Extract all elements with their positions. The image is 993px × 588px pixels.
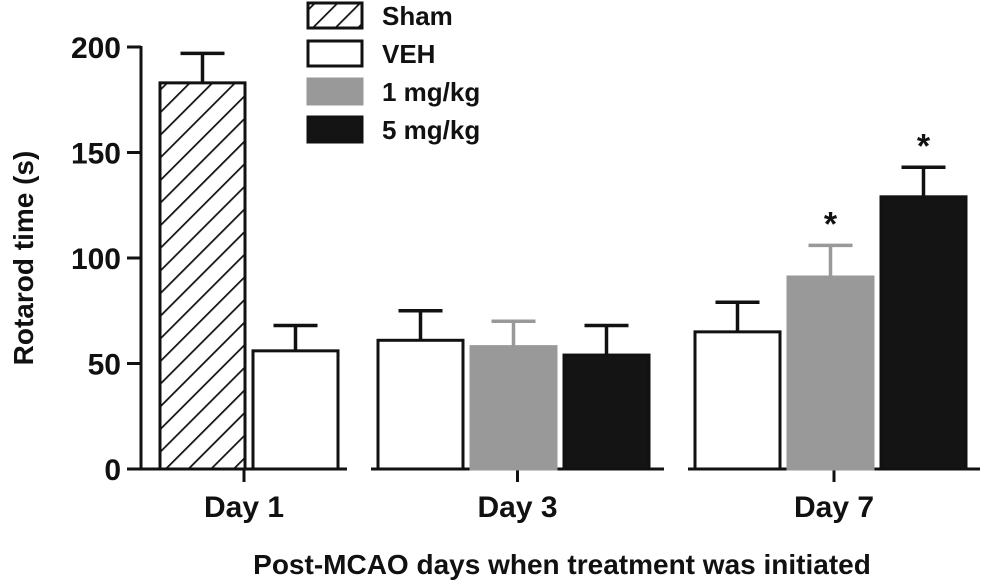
bar-day-7-5-mg-kg — [879, 195, 968, 471]
bar-day-3-5-mg-kg — [562, 353, 651, 471]
bar-day-1-veh — [251, 349, 340, 471]
labels-layer: Rotarod time (s) Day 1 Day 3 Day 7 * * Post-MC… — [8, 127, 931, 580]
y-axis-title: Rotarod time (s) — [8, 151, 39, 366]
x-axis-title: Post-MCAO days when treatment was initia… — [253, 549, 871, 580]
bar-day-3-1-mg-kg — [469, 345, 558, 471]
legend-swatch-5-mg-kg — [306, 115, 364, 144]
y-tick-label-200: 200 — [71, 32, 121, 65]
legend-swatch-1-mg-kg — [306, 77, 364, 106]
legend-label-veh: VEH — [382, 39, 435, 69]
bar-day-1-sham — [158, 81, 247, 471]
y-tick-label-100: 100 — [71, 243, 121, 276]
bar-day-7-1-mg-kg — [786, 275, 875, 471]
legend: Sham VEH 1 mg/kg 5 mg/kg — [306, 1, 480, 145]
bars-layer — [158, 51, 968, 471]
y-tick-label-150: 150 — [71, 138, 121, 171]
x-tick-label-day-3: Day 3 — [477, 491, 557, 524]
x-tick-label-day-1: Day 1 — [204, 491, 284, 524]
legend-swatch-veh — [306, 39, 364, 68]
significance-marker-day-7-1-mg-kg: * — [824, 205, 838, 243]
significance-marker-day-7-5-mg-kg: * — [917, 127, 931, 165]
y-tick-label-50: 50 — [88, 349, 121, 382]
legend-label-1-mg-kg: 1 mg/kg — [382, 77, 480, 107]
legend-label-sham: Sham — [382, 1, 453, 31]
y-tick-label-0: 0 — [104, 454, 121, 487]
x-tick-label-day-7: Day 7 — [794, 491, 874, 524]
bar-day-7-veh — [693, 330, 782, 471]
legend-swatch-sham — [306, 1, 364, 30]
legend-label-5-mg-kg: 5 mg/kg — [382, 115, 480, 145]
bar-day-3-veh — [376, 338, 465, 471]
